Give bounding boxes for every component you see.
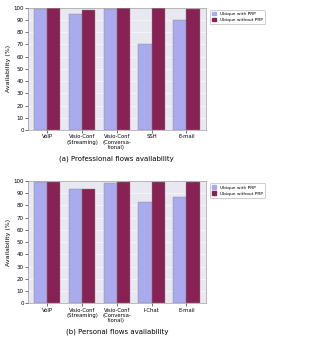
Bar — [186, 9, 200, 130]
Bar — [117, 8, 130, 130]
X-axis label: (b) Personal flows availability: (b) Personal flows availability — [66, 329, 168, 336]
Bar — [82, 189, 95, 303]
Bar — [82, 10, 95, 130]
Bar — [34, 182, 47, 303]
Bar — [69, 189, 82, 303]
Y-axis label: Availability (%): Availability (%) — [6, 45, 11, 92]
Bar — [173, 20, 186, 130]
Bar — [47, 182, 60, 303]
Bar — [138, 44, 152, 130]
Bar — [117, 182, 130, 303]
Legend: Ubique with PRP, Ubique without PRP: Ubique with PRP, Ubique without PRP — [210, 183, 265, 198]
Legend: Ubique with PRP, Ubique without PRP: Ubique with PRP, Ubique without PRP — [210, 10, 265, 25]
X-axis label: (a) Professional flows availability: (a) Professional flows availability — [60, 156, 174, 162]
Bar — [173, 197, 186, 303]
Bar — [34, 9, 47, 130]
Bar — [47, 8, 60, 130]
Bar — [152, 8, 165, 130]
Bar — [138, 202, 152, 303]
Bar — [104, 9, 117, 130]
Bar — [186, 182, 200, 303]
Bar — [69, 14, 82, 130]
Bar — [104, 183, 117, 303]
Y-axis label: Availability (%): Availability (%) — [6, 219, 11, 266]
Bar — [152, 182, 165, 303]
